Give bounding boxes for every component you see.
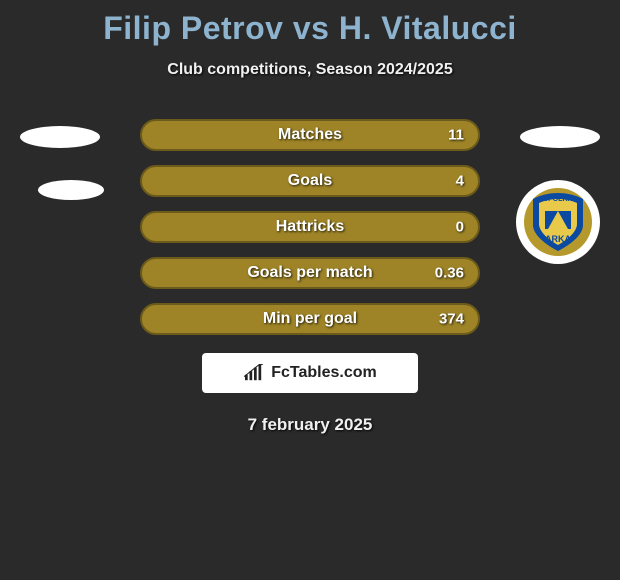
- stat-label: Matches: [278, 126, 342, 144]
- stat-label: Hattricks: [276, 218, 344, 236]
- stat-value: 0: [456, 219, 464, 236]
- footer-date: 7 february 2025: [0, 415, 620, 435]
- stat-row-min-per-goal: Min per goal 374: [140, 303, 480, 335]
- shield-icon: SPÓŁKA ARKA: [523, 187, 593, 257]
- stat-value: 374: [439, 311, 464, 328]
- stat-row-matches: Matches 11: [140, 119, 480, 151]
- stat-row-goals-per-match: Goals per match 0.36: [140, 257, 480, 289]
- branding-text: FcTables.com: [271, 364, 377, 382]
- page-title: Filip Petrov vs H. Vitalucci: [0, 0, 620, 47]
- page-subtitle: Club competitions, Season 2024/2025: [0, 61, 620, 79]
- badge-text-top: SPÓŁKA: [543, 194, 572, 203]
- stat-row-hattricks: Hattricks 0: [140, 211, 480, 243]
- stat-label: Goals: [288, 172, 332, 190]
- player-left-marker-2: [38, 180, 104, 200]
- stat-label: Goals per match: [247, 264, 372, 282]
- badge-text-bottom: ARKA: [545, 234, 571, 244]
- bar-chart-icon: [243, 364, 265, 382]
- stat-value: 4: [456, 173, 464, 190]
- stat-value: 11: [448, 127, 464, 144]
- stat-row-goals: Goals 4: [140, 165, 480, 197]
- stat-value: 0.36: [435, 265, 464, 282]
- club-badge: SPÓŁKA ARKA: [516, 180, 600, 264]
- player-right-marker-1: [520, 126, 600, 148]
- stat-label: Min per goal: [263, 310, 357, 328]
- player-left-marker-1: [20, 126, 100, 148]
- branding-box: FcTables.com: [202, 353, 418, 393]
